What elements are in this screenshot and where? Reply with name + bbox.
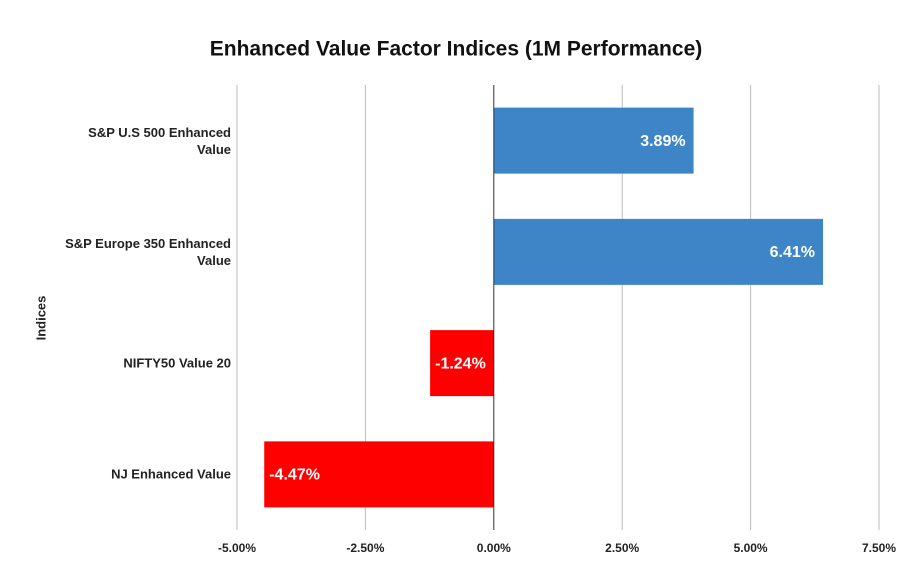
bar [493, 218, 824, 285]
x-tick-label: 5.00% [734, 541, 768, 555]
value-label: -4.47% [269, 467, 320, 484]
y-tick-label: S&P Europe 350 Enhanced Value [65, 235, 231, 268]
bar [493, 107, 694, 174]
value-label: 3.89% [640, 133, 685, 150]
y-tick-label: NIFTY50 Value 20 [123, 355, 231, 371]
y-axis-label: Indices [33, 296, 48, 341]
x-tick-label: -5.00% [218, 541, 256, 555]
x-tick-label: 2.50% [605, 541, 639, 555]
x-tick-label: -2.50% [346, 541, 384, 555]
value-label: 6.41% [770, 244, 815, 261]
x-tick-label: 0.00% [477, 541, 511, 555]
chart-title: Enhanced Value Factor Indices (1M Perfor… [210, 38, 703, 61]
x-tick-label: 7.50% [862, 541, 896, 555]
y-tick-label: S&P U.S 500 Enhanced Value [88, 124, 231, 157]
bar [430, 330, 494, 397]
bar [264, 441, 494, 508]
y-tick-label: NJ Enhanced Value [111, 466, 231, 482]
value-label: -1.24% [435, 355, 486, 372]
